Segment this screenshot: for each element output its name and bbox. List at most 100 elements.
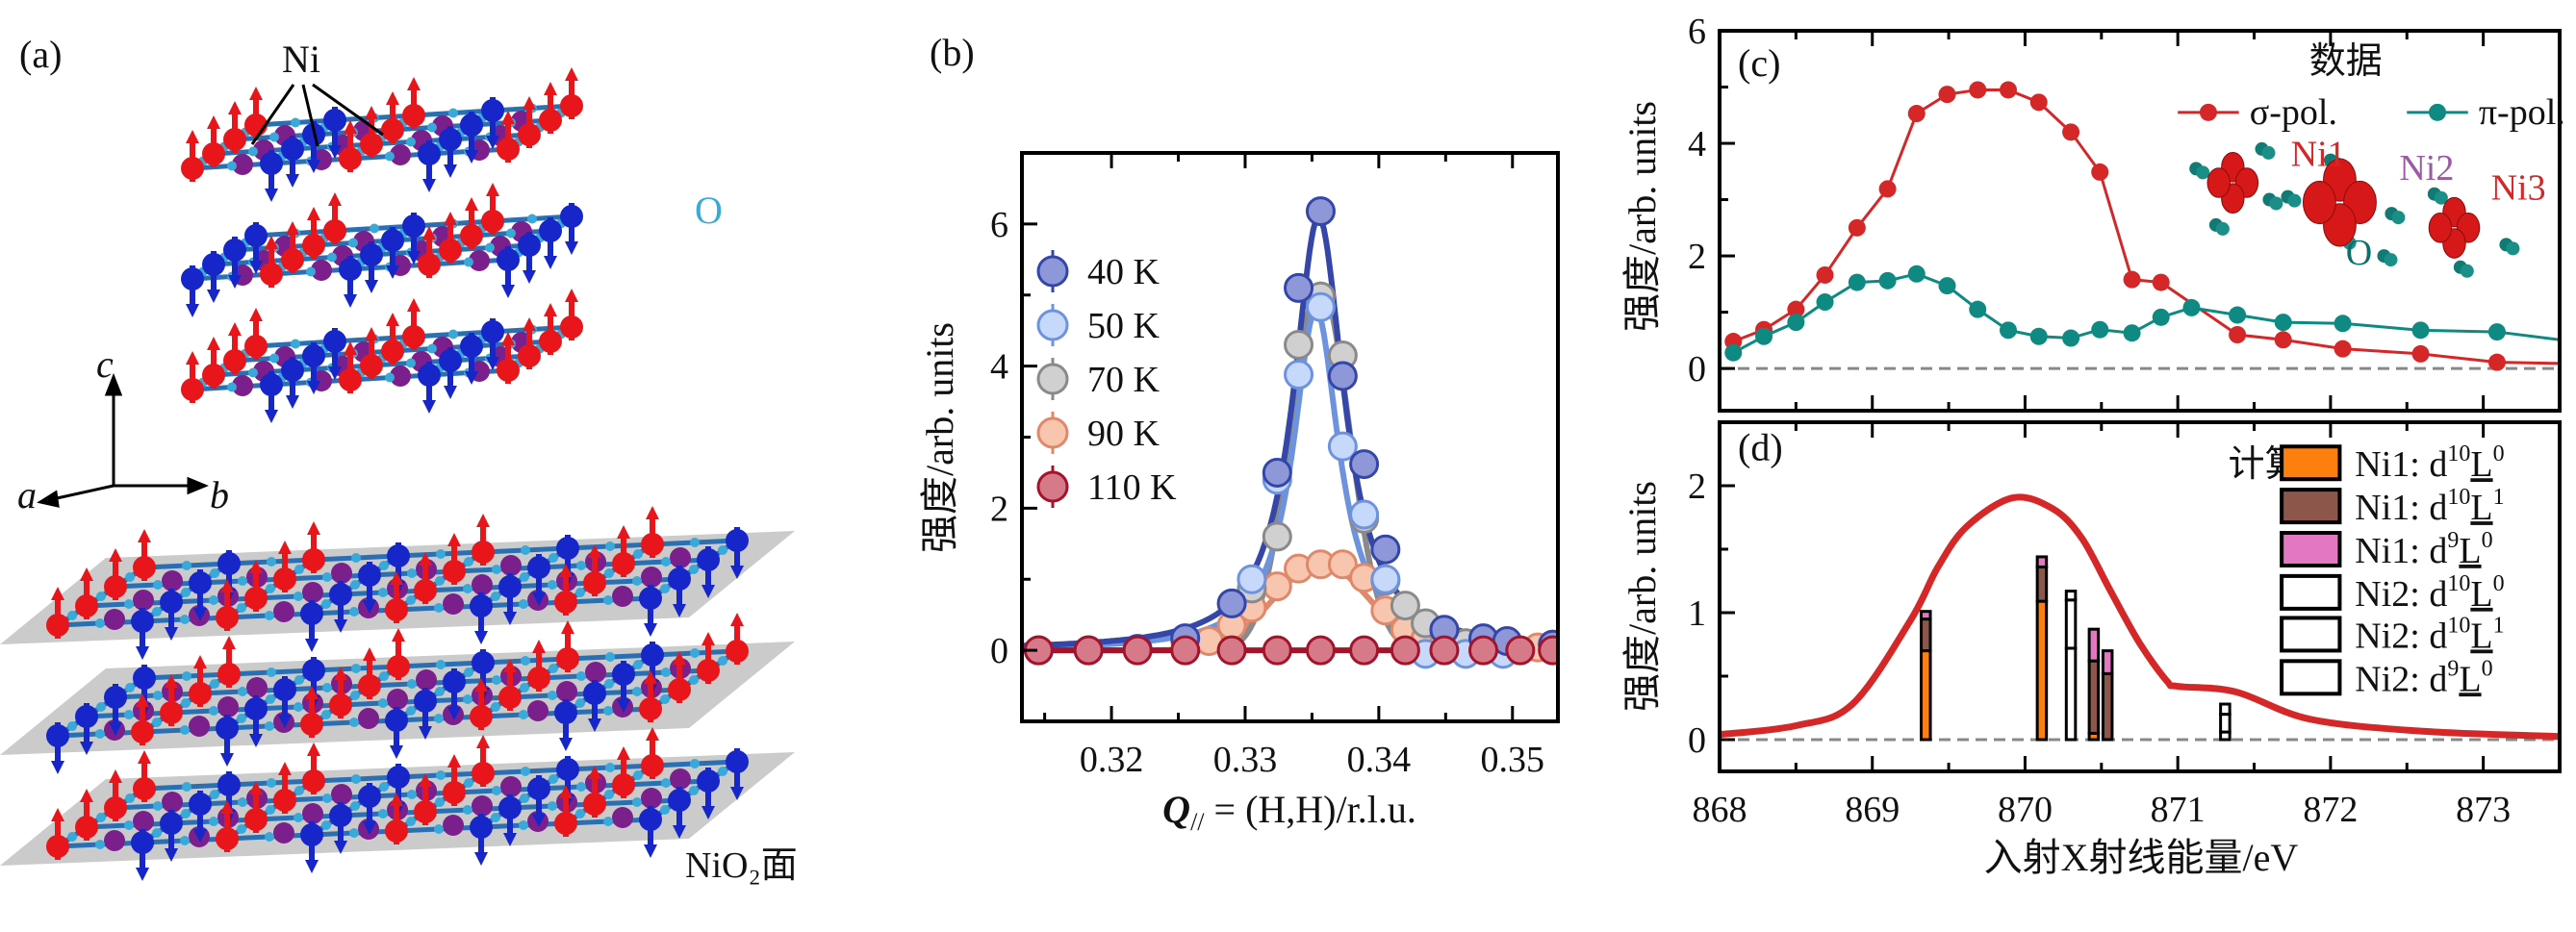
spin-arrowhead-icon [646, 727, 659, 741]
ni-atom [281, 138, 304, 161]
legend-swatch [2280, 659, 2342, 696]
spin-arrowhead-icon [588, 544, 601, 558]
rare-earth-atom [472, 795, 493, 817]
axis-b-label: b [210, 473, 229, 516]
ni-atom [223, 239, 246, 262]
ni-atom [160, 591, 183, 614]
oxygen-atom [660, 805, 670, 815]
axes-frame [1718, 29, 2562, 413]
bar-segment-ni2-d10L1 [2064, 598, 2078, 650]
spin-arrowhead-icon [559, 738, 573, 751]
oxygen-atom [322, 572, 332, 582]
data-point-pi [1848, 273, 1866, 291]
ni-atom [202, 253, 225, 276]
oxygen-atom [238, 797, 247, 807]
oxygen-atom [464, 257, 473, 267]
ni-atom [381, 118, 404, 141]
spin-arrowhead-icon [588, 766, 601, 779]
spin-arrowhead-icon [523, 96, 536, 110]
y-tick-label: 6 [990, 205, 1008, 245]
data-point-sigma [2123, 270, 2141, 289]
ni-atom [300, 713, 323, 736]
rare-earth-atom [133, 811, 154, 832]
spin-arrowhead-icon [565, 67, 578, 81]
oxygen-atom [690, 538, 700, 547]
y-tick-label: 2 [1688, 466, 1706, 507]
spin-arrowhead-icon [207, 115, 220, 129]
oxygen-atom [96, 702, 106, 712]
spin-arrowhead-icon [474, 678, 488, 692]
oxygen-atom [576, 782, 586, 792]
nio2-layer [0, 613, 795, 774]
rare-earth-atom [162, 570, 183, 592]
oxygen-atom [576, 671, 586, 681]
spin-arrowhead-icon [186, 351, 199, 365]
ni-atom [131, 831, 154, 854]
data-point-sigma [1907, 105, 1926, 123]
spin-arrowhead-icon [278, 715, 292, 728]
spin-arrowhead-icon [344, 341, 357, 355]
rare-earth-atom [527, 700, 548, 721]
oxygen-atom [96, 592, 106, 601]
oxygen-atom [153, 801, 163, 811]
spin-arrowhead-icon [307, 743, 320, 756]
ni-atom [639, 808, 662, 831]
spin-arrowhead-icon [644, 670, 657, 684]
ni-atom [189, 571, 212, 594]
ni-atom [302, 769, 325, 793]
rare-earth-atom [416, 669, 437, 691]
oxygen-atom [520, 572, 529, 582]
data-point-70k [1284, 329, 1314, 360]
spin-arrowhead-icon [701, 632, 715, 645]
legend-title: 数据 [2309, 41, 2383, 82]
ni-atom [418, 253, 441, 276]
data-point-110k [1429, 635, 1460, 666]
oxygen-atom [322, 683, 332, 693]
ni-atom [560, 315, 583, 339]
legend-l-count: 0 [2493, 571, 2505, 596]
spin-arrowhead-icon [363, 647, 376, 661]
oxygen-atom [520, 793, 529, 803]
oxygen-atom [661, 778, 671, 788]
bar-segment-ni1-d9L0 [2087, 627, 2101, 663]
oxygen-atom [180, 725, 190, 735]
oxygen-atom [124, 710, 134, 719]
data-point-110k [1073, 635, 1104, 666]
ni-atom [554, 812, 577, 835]
oxygen-atom [181, 698, 191, 708]
ni-atom [133, 556, 156, 579]
ni-atom [470, 594, 493, 617]
spin-arrowhead-icon [165, 848, 178, 862]
panel-a-crystal-structure: (a) Ni O c a b NiO₂面 [0, 33, 798, 886]
ni-atom [46, 724, 69, 747]
oxygen-atom [385, 151, 395, 162]
oxygen-atom [294, 786, 304, 795]
ni-atom [498, 796, 522, 819]
spin-arrowhead-icon [305, 639, 319, 652]
ni-atom [339, 147, 362, 170]
oxygen-atom [350, 691, 360, 700]
spin-arrowhead-icon [193, 655, 207, 668]
data-point-sigma [2152, 273, 2170, 291]
data-point-pi [1907, 264, 1926, 283]
x-tick-label: 870 [1998, 790, 2053, 830]
oxygen-atom [604, 568, 614, 578]
legend-label: 50 K [1087, 306, 1160, 346]
legend-site: Ni2 [2355, 574, 2410, 615]
spin-arrowhead-icon [559, 564, 573, 577]
oxygen-atom [519, 710, 528, 719]
spin-arrowhead-icon [447, 707, 461, 720]
oxygen-atom [238, 576, 247, 586]
spin-arrowhead-icon [444, 386, 457, 399]
data-point-110k [1216, 635, 1247, 666]
oxygen-atom [209, 595, 218, 605]
oxygen-atom [266, 694, 275, 704]
ni-atom [302, 659, 325, 682]
oxygen-atom [407, 568, 417, 578]
legend-separator: : d [2410, 488, 2447, 528]
rare-earth-atom [556, 681, 577, 702]
rare-earth-atom [443, 593, 464, 615]
oxygen-atom [378, 588, 388, 597]
oxygen-atom [464, 668, 473, 677]
